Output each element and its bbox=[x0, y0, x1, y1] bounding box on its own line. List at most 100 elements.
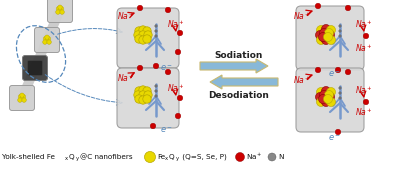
Circle shape bbox=[235, 152, 245, 162]
FancyBboxPatch shape bbox=[296, 6, 364, 70]
Circle shape bbox=[155, 35, 157, 37]
Text: x: x bbox=[165, 156, 168, 161]
Circle shape bbox=[155, 25, 157, 27]
Text: $Na^+$: $Na^+$ bbox=[293, 10, 311, 22]
Circle shape bbox=[315, 67, 321, 73]
Circle shape bbox=[320, 92, 330, 102]
FancyArrow shape bbox=[210, 75, 278, 89]
Circle shape bbox=[320, 91, 328, 100]
Circle shape bbox=[335, 67, 341, 73]
Text: N: N bbox=[278, 154, 283, 160]
FancyBboxPatch shape bbox=[48, 0, 73, 22]
Circle shape bbox=[316, 35, 326, 44]
Circle shape bbox=[139, 91, 147, 99]
Circle shape bbox=[58, 5, 62, 9]
Circle shape bbox=[134, 31, 142, 39]
Circle shape bbox=[143, 87, 151, 95]
Circle shape bbox=[144, 91, 152, 99]
Circle shape bbox=[326, 88, 336, 96]
Text: $Na^+$: $Na^+$ bbox=[293, 74, 311, 86]
Circle shape bbox=[19, 94, 23, 99]
Circle shape bbox=[345, 5, 351, 11]
Circle shape bbox=[318, 32, 328, 42]
Text: $e^-$: $e^-$ bbox=[328, 69, 341, 79]
Circle shape bbox=[322, 98, 330, 106]
FancyBboxPatch shape bbox=[117, 68, 179, 128]
Circle shape bbox=[56, 6, 61, 11]
Circle shape bbox=[339, 25, 341, 27]
Circle shape bbox=[43, 40, 47, 44]
Circle shape bbox=[46, 36, 51, 41]
Circle shape bbox=[363, 33, 369, 39]
Text: $Na^+$: $Na^+$ bbox=[167, 82, 185, 94]
Circle shape bbox=[177, 30, 183, 36]
Text: Q: Q bbox=[169, 154, 174, 160]
Circle shape bbox=[135, 27, 143, 35]
Circle shape bbox=[143, 95, 151, 103]
Circle shape bbox=[268, 153, 276, 161]
Circle shape bbox=[139, 96, 147, 104]
Circle shape bbox=[326, 35, 336, 44]
Circle shape bbox=[58, 8, 62, 13]
Text: Fe: Fe bbox=[157, 154, 165, 160]
Text: $e^-$: $e^-$ bbox=[328, 133, 341, 143]
Circle shape bbox=[316, 26, 326, 34]
Circle shape bbox=[318, 94, 328, 103]
FancyBboxPatch shape bbox=[23, 55, 48, 80]
Circle shape bbox=[56, 10, 60, 14]
Circle shape bbox=[320, 29, 328, 38]
Circle shape bbox=[316, 98, 326, 106]
Circle shape bbox=[339, 97, 341, 99]
Circle shape bbox=[322, 25, 330, 33]
Circle shape bbox=[139, 26, 147, 34]
Text: $Na^+$: $Na^+$ bbox=[167, 18, 185, 30]
Circle shape bbox=[21, 94, 26, 99]
Circle shape bbox=[316, 30, 324, 40]
Circle shape bbox=[143, 35, 151, 43]
Circle shape bbox=[20, 93, 24, 97]
Circle shape bbox=[316, 88, 326, 96]
Circle shape bbox=[175, 49, 181, 55]
Circle shape bbox=[315, 3, 321, 9]
Circle shape bbox=[322, 87, 330, 95]
Circle shape bbox=[153, 63, 159, 69]
Circle shape bbox=[326, 98, 336, 106]
FancyBboxPatch shape bbox=[10, 86, 35, 111]
Text: Yolk-shelled Fe: Yolk-shelled Fe bbox=[2, 154, 55, 160]
Text: (Q=S, Se, P): (Q=S, Se, P) bbox=[180, 154, 227, 160]
Circle shape bbox=[177, 95, 183, 101]
Circle shape bbox=[22, 98, 26, 102]
Circle shape bbox=[324, 94, 332, 103]
Circle shape bbox=[139, 86, 147, 94]
Circle shape bbox=[135, 95, 143, 103]
Circle shape bbox=[59, 6, 64, 11]
Text: @C nanofibers: @C nanofibers bbox=[80, 154, 133, 160]
Circle shape bbox=[320, 30, 330, 40]
Circle shape bbox=[339, 92, 341, 94]
Circle shape bbox=[155, 95, 157, 97]
Circle shape bbox=[137, 65, 143, 71]
Circle shape bbox=[335, 129, 341, 135]
Circle shape bbox=[135, 87, 143, 95]
Circle shape bbox=[175, 113, 181, 119]
Circle shape bbox=[165, 7, 171, 13]
Circle shape bbox=[339, 35, 341, 37]
Circle shape bbox=[60, 10, 64, 14]
Circle shape bbox=[324, 29, 334, 38]
Circle shape bbox=[18, 98, 22, 102]
Text: $Na^+$: $Na^+$ bbox=[355, 106, 373, 118]
Circle shape bbox=[155, 85, 157, 87]
Text: $e^-$: $e^-$ bbox=[160, 63, 172, 73]
Circle shape bbox=[145, 151, 156, 163]
Text: $Na^+$: $Na^+$ bbox=[355, 42, 373, 54]
Circle shape bbox=[326, 92, 334, 102]
FancyBboxPatch shape bbox=[296, 68, 364, 132]
Circle shape bbox=[324, 91, 334, 100]
Text: $e^-$: $e^-$ bbox=[160, 125, 172, 135]
Circle shape bbox=[143, 27, 151, 35]
FancyArrow shape bbox=[200, 59, 268, 73]
Text: $Na^+$: $Na^+$ bbox=[117, 10, 135, 22]
Circle shape bbox=[339, 30, 341, 32]
Circle shape bbox=[339, 87, 341, 89]
Circle shape bbox=[45, 35, 49, 39]
